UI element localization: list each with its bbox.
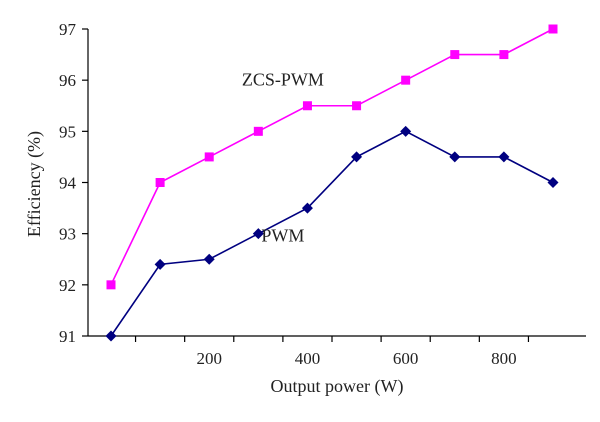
y-tick-label-97: 97 xyxy=(59,20,77,39)
marker-pwm-7 xyxy=(449,151,461,163)
marker-pwm-0 xyxy=(105,330,117,342)
marker-pwm-5 xyxy=(351,151,363,163)
x-tick-label-800: 800 xyxy=(491,349,517,368)
series-pwm: PWM xyxy=(105,125,559,342)
marker-zcs-pwm-4 xyxy=(302,101,312,111)
marker-zcs-pwm-0 xyxy=(106,280,116,290)
marker-pwm-2 xyxy=(203,253,215,265)
marker-zcs-pwm-6 xyxy=(401,75,411,85)
series-layer: ZCS-PWM PWM xyxy=(105,24,559,342)
x-tick-label-600: 600 xyxy=(393,349,419,368)
marker-pwm-4 xyxy=(301,202,313,214)
y-tick-label-94: 94 xyxy=(59,174,77,193)
y-tick-label-93: 93 xyxy=(59,225,76,244)
y-tick-label-96: 96 xyxy=(59,71,76,90)
x-tick-label-200: 200 xyxy=(196,349,222,368)
marker-pwm-1 xyxy=(154,258,166,270)
marker-pwm-8 xyxy=(498,151,510,163)
marker-zcs-pwm-2 xyxy=(204,152,214,162)
y-axis-title: Efficiency (%) xyxy=(24,131,45,237)
series-line-zcs-pwm xyxy=(110,28,554,286)
y-tick-label-92: 92 xyxy=(59,276,76,295)
x-tick-label-400: 400 xyxy=(295,349,321,368)
y-tick-label-95: 95 xyxy=(59,122,76,141)
marker-zcs-pwm-5 xyxy=(352,101,362,111)
x-axis-title: Output power (W) xyxy=(271,376,404,397)
marker-zcs-pwm-3 xyxy=(253,126,263,136)
x-axis-ticks: 200 400 600 800 xyxy=(134,336,530,368)
marker-pwm-3 xyxy=(252,228,264,240)
marker-zcs-pwm-9 xyxy=(548,24,558,34)
series-line-pwm xyxy=(110,130,554,337)
marker-zcs-pwm-7 xyxy=(450,50,460,60)
series-label-zcs-pwm: ZCS-PWM xyxy=(242,69,324,89)
marker-pwm-6 xyxy=(400,125,412,137)
series-label-pwm: PWM xyxy=(261,225,304,245)
marker-zcs-pwm-8 xyxy=(499,50,509,60)
plot-area xyxy=(88,29,586,336)
y-axis-ticks: 91 92 93 94 95 96 97 xyxy=(59,20,88,346)
marker-pwm-9 xyxy=(547,177,559,188)
marker-zcs-pwm-1 xyxy=(155,178,165,187)
series-zcs-pwm: ZCS-PWM xyxy=(106,24,558,290)
y-tick-label-91: 91 xyxy=(59,327,76,346)
